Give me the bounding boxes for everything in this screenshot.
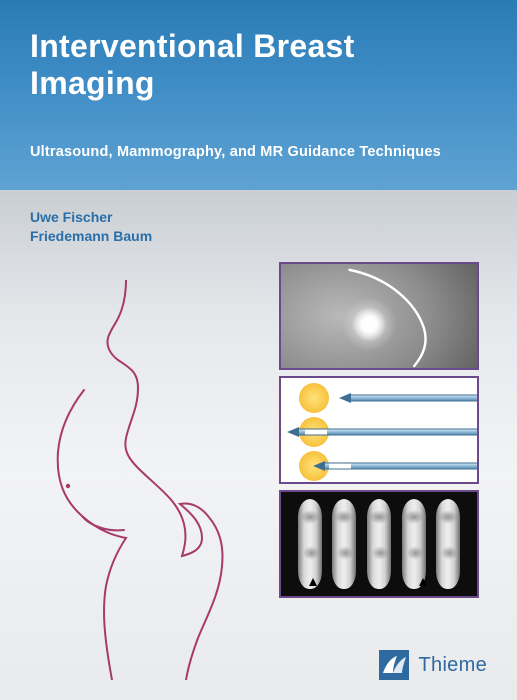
book-cover: Interventional Breast Imaging Ultrasound… [0,0,517,700]
needle-notch [305,429,327,436]
lesion-curve [281,264,477,370]
book-subtitle: Ultrasound, Mammography, and MR Guidance… [30,144,487,160]
panel-mammogram [279,262,479,370]
publisher-name: Thieme [419,654,488,677]
author-name: Uwe Fischer [30,208,152,227]
panel-needle-diagram [279,376,479,484]
needle-shaft [351,395,477,402]
needle-row [281,380,477,416]
title-band: Interventional Breast Imaging Ultrasound… [0,0,517,190]
specimen-strip [367,499,391,589]
specimen-strip [402,499,426,589]
body-silhouette [30,280,250,680]
specimen-strip [298,499,322,589]
arrow-up-icon [309,578,317,586]
author-name: Friedemann Baum [30,227,152,246]
arrow-up-icon [419,578,427,586]
specimen-strip [436,499,460,589]
publisher-block: Thieme [379,650,488,680]
needle-row [281,448,477,484]
lower-region: Uwe Fischer Friedemann Baum [0,190,517,700]
panel-specimens [279,490,479,598]
book-title: Interventional Breast Imaging [30,28,487,102]
image-panels [279,262,479,598]
publisher-logo-icon [379,650,409,680]
specimen-strip [332,499,356,589]
needle-tip-icon [313,461,325,471]
needle-tip-icon [339,393,351,403]
needle-row [281,414,477,450]
needle-tip-icon [287,427,299,437]
target-icon [299,383,329,413]
authors-block: Uwe Fischer Friedemann Baum [30,208,152,246]
needle-notch [329,463,351,470]
